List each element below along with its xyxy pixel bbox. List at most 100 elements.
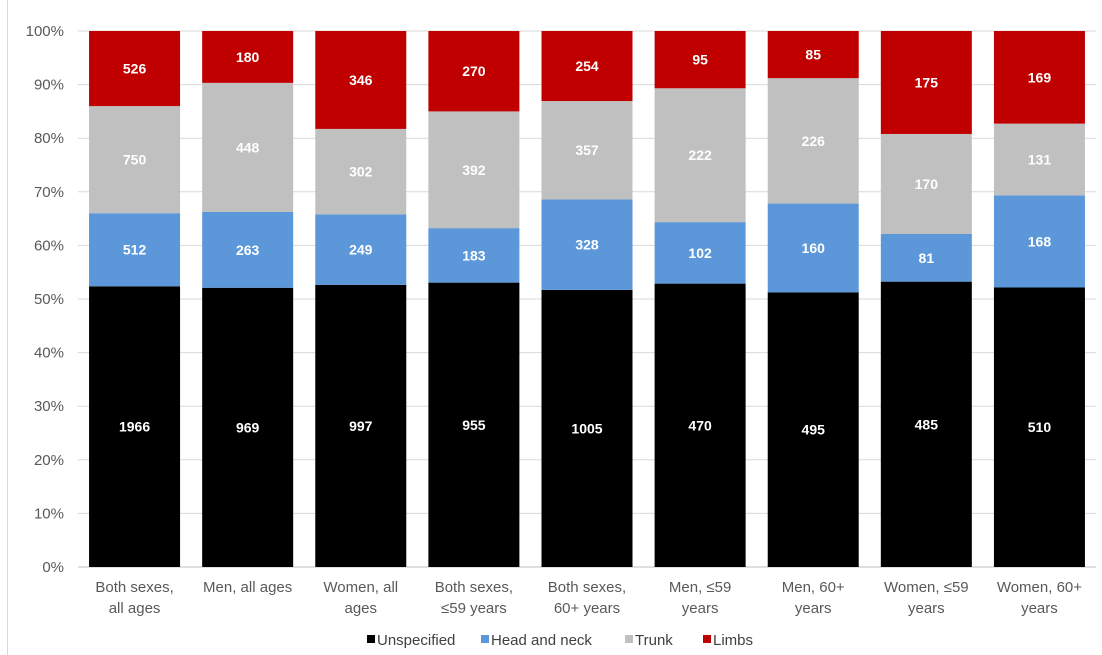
data-label: 346 xyxy=(349,72,373,88)
x-tick-label: Both sexes, xyxy=(548,579,626,596)
y-tick-label: 60% xyxy=(34,237,64,254)
bar-segment-head-and-neck xyxy=(428,228,520,283)
data-label: 392 xyxy=(462,162,486,178)
data-label: 495 xyxy=(802,422,826,438)
data-label: 160 xyxy=(802,240,826,256)
bars: 1966512750526969263448180997249302346955… xyxy=(89,31,1085,567)
x-tick-label: years xyxy=(682,600,719,617)
x-tick-label: years xyxy=(795,600,832,617)
bar-segment-trunk xyxy=(767,78,859,204)
data-label: 328 xyxy=(575,237,599,253)
data-label: 969 xyxy=(236,419,260,435)
bar-segment-unspecified xyxy=(993,287,1085,567)
bar-segment-trunk xyxy=(89,106,181,214)
data-label: 1966 xyxy=(119,419,150,435)
x-tick-label: years xyxy=(1021,600,1058,617)
legend-swatch xyxy=(481,635,489,643)
data-label: 180 xyxy=(236,49,260,65)
data-label: 302 xyxy=(349,164,373,180)
data-label: 270 xyxy=(462,63,486,79)
x-tick-label: Men, all ages xyxy=(203,579,292,596)
bar-segment-trunk xyxy=(202,82,294,212)
data-label: 170 xyxy=(915,176,939,192)
x-tick-label: Men, 60+ xyxy=(782,579,845,596)
data-label: 85 xyxy=(805,47,821,63)
x-tick-label: 60+ years xyxy=(554,600,620,617)
data-label: 470 xyxy=(688,417,712,433)
y-tick-label: 30% xyxy=(34,398,64,415)
bar-segment-head-and-neck xyxy=(993,195,1085,288)
x-tick-label: Both sexes, xyxy=(435,579,513,596)
y-tick-label: 100% xyxy=(26,23,64,40)
x-tick-label: Women, 60+ xyxy=(997,579,1082,596)
bar-segment-head-and-neck xyxy=(767,203,859,293)
legend-swatch xyxy=(367,635,375,643)
bar-segment-trunk xyxy=(541,101,633,200)
data-label: 955 xyxy=(462,417,486,433)
bar-segment-trunk xyxy=(880,133,972,234)
data-label: 249 xyxy=(349,242,373,258)
bar-segment-head-and-neck xyxy=(315,214,407,285)
bar-segment-unspecified xyxy=(202,287,294,567)
x-tick-label: years xyxy=(908,600,945,617)
bar-segment-head-and-neck xyxy=(654,222,746,284)
bar-segment-limbs xyxy=(654,31,746,89)
x-tick-label: Men, ≤59 xyxy=(669,579,731,596)
data-label: 95 xyxy=(692,52,708,68)
data-label: 448 xyxy=(236,139,260,155)
bar-segment-limbs xyxy=(428,31,520,112)
data-label: 175 xyxy=(915,74,939,90)
bar-segment-trunk xyxy=(993,123,1085,196)
data-label: 512 xyxy=(123,242,147,258)
legend-label: Unspecified xyxy=(377,632,455,649)
x-tick-label: ages xyxy=(345,600,378,617)
bar-segment-head-and-neck xyxy=(541,199,633,290)
x-axis: Both sexes, all ages Men, all ages Women, a… xyxy=(95,579,1082,617)
y-tick-label: 40% xyxy=(34,345,64,362)
bar-segment-limbs xyxy=(89,31,181,107)
y-axis: 0% 10% 20% 30% 40% 50% 60% 70% 80% 90% 100% xyxy=(26,23,64,576)
bar-segment-limbs xyxy=(880,31,972,134)
x-tick-label: Women, all xyxy=(323,579,398,596)
bar-segment-unspecified xyxy=(315,284,407,567)
bar-segment-unspecified xyxy=(89,286,181,567)
bar-segment-limbs xyxy=(202,31,294,83)
legend-swatch xyxy=(703,635,711,643)
bar-segment-unspecified xyxy=(880,281,972,567)
legend-label: Head and neck xyxy=(491,632,592,649)
data-label: 131 xyxy=(1028,152,1052,168)
data-label: 1005 xyxy=(571,420,602,436)
data-label: 750 xyxy=(123,152,147,168)
legend-swatch xyxy=(625,635,633,643)
bar-segment-limbs xyxy=(993,31,1085,124)
data-label: 997 xyxy=(349,418,373,434)
y-tick-label: 70% xyxy=(34,184,64,201)
bar-segment-trunk xyxy=(428,111,520,229)
x-tick-label: all ages xyxy=(109,600,161,617)
bar-segment-trunk xyxy=(654,88,746,223)
y-tick-label: 10% xyxy=(34,505,64,522)
data-label: 254 xyxy=(575,58,599,74)
bar-segment-unspecified xyxy=(654,283,746,567)
bar-segment-head-and-neck xyxy=(202,211,294,288)
frame-left-rule xyxy=(7,0,8,655)
y-tick-label: 80% xyxy=(34,130,64,147)
bar-segment-unspecified xyxy=(767,292,859,567)
y-tick-label: 0% xyxy=(42,559,64,576)
data-label: 226 xyxy=(802,133,826,149)
data-label: 222 xyxy=(688,147,712,163)
bar-segment-limbs xyxy=(315,31,407,129)
data-label: 102 xyxy=(688,245,712,261)
data-label: 168 xyxy=(1028,233,1052,249)
y-tick-label: 90% xyxy=(34,77,64,94)
data-label: 357 xyxy=(575,142,599,158)
legend: Unspecified Head and neck Trunk Limbs xyxy=(367,632,753,649)
bar-segment-limbs xyxy=(767,31,859,79)
data-label: 510 xyxy=(1028,419,1052,435)
data-label: 263 xyxy=(236,242,260,258)
y-tick-label: 50% xyxy=(34,291,64,308)
bar-segment-unspecified xyxy=(428,282,520,567)
bar-segment-limbs xyxy=(541,31,633,102)
x-tick-label: Women, ≤59 xyxy=(884,579,969,596)
